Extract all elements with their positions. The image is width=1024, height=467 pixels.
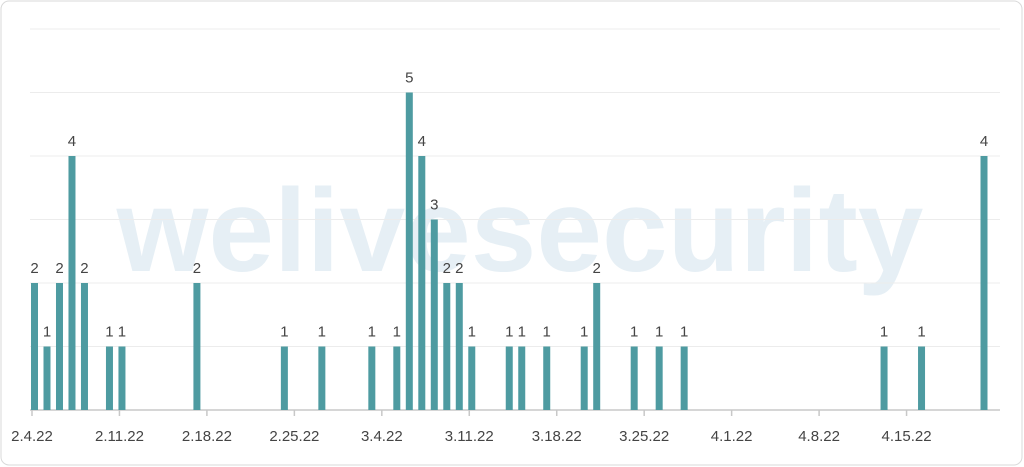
bar — [980, 156, 988, 410]
data-label: 1 — [505, 323, 513, 340]
data-label: 1 — [917, 323, 925, 340]
data-label: 2 — [55, 260, 63, 277]
data-label: 1 — [630, 323, 638, 340]
data-label: 1 — [280, 323, 288, 340]
bar — [505, 346, 513, 410]
x-tick-label: 3.4.22 — [361, 428, 403, 445]
data-label: 2 — [443, 260, 451, 277]
bar — [393, 346, 401, 410]
data-label: 1 — [368, 323, 376, 340]
data-label: 2 — [30, 260, 38, 277]
bar — [68, 156, 76, 410]
bar — [405, 92, 413, 410]
data-label: 4 — [418, 133, 426, 150]
bar — [43, 346, 51, 410]
data-label: 3 — [430, 196, 438, 213]
bar — [443, 283, 451, 410]
data-label: 1 — [468, 323, 476, 340]
bar — [80, 283, 88, 410]
data-label: 2 — [193, 260, 201, 277]
x-tick-label: 2.18.22 — [182, 428, 232, 445]
x-tick-label: 2.4.22 — [11, 428, 53, 445]
bar — [680, 346, 688, 410]
x-tick-label: 3.11.22 — [445, 428, 494, 445]
bar — [193, 283, 201, 410]
bar — [655, 346, 663, 410]
x-tick-label: 4.15.22 — [882, 428, 932, 445]
bar — [105, 346, 113, 410]
x-tick-label: 4.1.22 — [711, 428, 753, 445]
data-label: 2 — [455, 260, 463, 277]
data-label: 2 — [593, 260, 601, 277]
bar — [368, 346, 376, 410]
x-tick-label: 2.25.22 — [269, 428, 319, 445]
data-label: 1 — [118, 323, 126, 340]
bar — [580, 346, 588, 410]
bar — [468, 346, 476, 410]
bar — [31, 283, 38, 410]
bar — [880, 346, 888, 410]
data-label: 1 — [680, 323, 688, 340]
bar — [118, 346, 126, 410]
data-label: 1 — [518, 323, 526, 340]
x-tick-label: 3.18.22 — [532, 428, 582, 445]
bar — [430, 219, 438, 410]
bar — [518, 346, 526, 410]
bar — [318, 346, 326, 410]
data-label: 4 — [68, 133, 76, 150]
bar — [455, 283, 463, 410]
bar — [593, 283, 601, 410]
data-label: 1 — [318, 323, 326, 340]
bar — [543, 346, 551, 410]
watermark: welivesecurity — [116, 165, 924, 297]
data-label: 1 — [655, 323, 663, 340]
bar — [418, 156, 426, 410]
x-tick-label: 3.25.22 — [619, 428, 669, 445]
data-label: 2 — [80, 260, 88, 277]
data-label: 4 — [980, 133, 988, 150]
data-label: 1 — [393, 323, 401, 340]
x-tick-label: 2.11.22 — [95, 428, 144, 445]
data-label: 1 — [543, 323, 551, 340]
data-label: 5 — [405, 69, 413, 86]
data-label: 1 — [43, 323, 51, 340]
data-label: 1 — [105, 323, 113, 340]
data-label: 1 — [880, 323, 888, 340]
bar — [55, 283, 63, 410]
x-tick-label: 4.8.22 — [798, 428, 840, 445]
bar — [918, 346, 926, 410]
data-label: 1 — [580, 323, 588, 340]
bar — [280, 346, 288, 410]
bar — [630, 346, 638, 410]
